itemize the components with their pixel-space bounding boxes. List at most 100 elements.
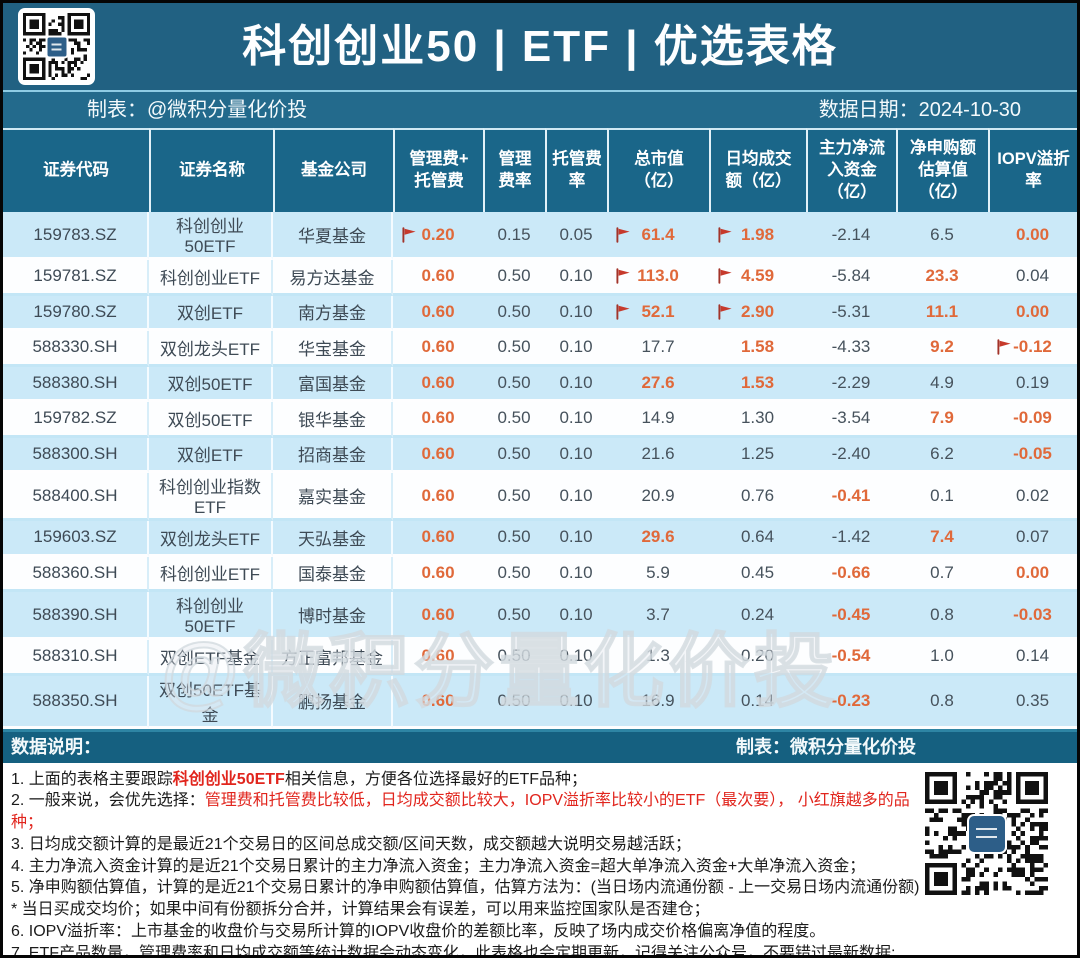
table-row: 588330.SH 双创龙头ETF 华宝基金 0.60 0.50 0.10 17.7 1.58… — [3, 331, 1077, 367]
main-net-inflow: -1.42 — [806, 521, 896, 557]
custody-fee: 0.05 — [545, 212, 607, 260]
security-code: 588390.SH — [3, 592, 149, 640]
market-cap: 21.6 — [607, 437, 709, 473]
column-header: 证券代码 — [3, 128, 149, 212]
custody-fee: 0.10 — [545, 521, 607, 557]
fund-company: 天弘基金 — [273, 521, 393, 557]
fund-company: 富国基金 — [273, 366, 393, 402]
custody-fee: 0.10 — [545, 556, 607, 592]
data-date: 数据日期：2024-10-30 — [818, 99, 1021, 121]
iopv-premium: 0.00 — [988, 556, 1077, 592]
main-net-inflow: -2.14 — [806, 212, 896, 260]
security-name: 双创50ETF — [149, 402, 273, 438]
fee-sum: 0.60 — [393, 640, 483, 676]
avg-turnover: 1.30 — [709, 402, 806, 438]
security-name: 双创龙头ETF — [149, 521, 273, 557]
fee-sum: 0.60 — [393, 556, 483, 592]
column-header: 总市值 （亿） — [607, 128, 709, 212]
fund-company: 南方基金 — [273, 295, 393, 331]
fund-company: 招商基金 — [273, 437, 393, 473]
security-name: 双创50ETF基金 — [149, 675, 273, 729]
security-name: 双创50ETF — [149, 366, 273, 402]
security-code: 588300.SH — [3, 437, 149, 473]
net-subscription: 1.0 — [896, 640, 988, 676]
security-code: 159781.SZ — [3, 260, 149, 296]
table-row: 159783.SZ 科创创业50ETF 华夏基金 0.20 0.15 0.05 61.4 1.… — [3, 212, 1077, 260]
avg-turnover: 0.76 — [709, 473, 806, 521]
iopv-premium: 0.00 — [988, 212, 1077, 260]
iopv-premium: 0.07 — [988, 521, 1077, 557]
column-header: 管理 费率 — [483, 128, 545, 212]
column-header: 主力净流 入资金 （亿） — [806, 128, 896, 212]
security-name: 双创ETF — [149, 295, 273, 331]
security-code: 588350.SH — [3, 675, 149, 729]
note-item: 2. 一般来说，会优先选择：管理费和托管费比较低，日均成交额比较大，IOPV溢折… — [11, 792, 910, 832]
iopv-premium: 0.35 — [988, 675, 1077, 729]
iopv-premium: -0.12 — [988, 331, 1077, 367]
note-item: 4. 主力净流入资金计算的是近21个交易日累计的主力净流入资金；主力净流入资金=… — [11, 857, 866, 875]
security-code: 588380.SH — [3, 366, 149, 402]
security-name: 科创创业50ETF — [149, 212, 273, 260]
net-subscription: 7.9 — [896, 402, 988, 438]
note-item: 6. IOPV溢折率：上市基金的收盘价与交易所计算的IOPV收盘价的差额比率，反… — [11, 923, 826, 941]
security-code: 159603.SZ — [3, 521, 149, 557]
column-header: 管理费+ 托管费 — [393, 128, 483, 212]
main-net-inflow: -5.31 — [806, 295, 896, 331]
net-subscription: 6.5 — [896, 212, 988, 260]
table-row: 588400.SH 科创创业指数ETF 嘉实基金 0.60 0.50 0.10 20.9 0.… — [3, 473, 1077, 521]
mgmt-fee: 0.50 — [483, 366, 545, 402]
fee-sum: 0.60 — [393, 366, 483, 402]
table-row: 588350.SH 双创50ETF基金 鹏扬基金 0.60 0.50 0.10 16.9 0.… — [3, 675, 1077, 729]
security-code: 159782.SZ — [3, 402, 149, 438]
net-subscription: 0.7 — [896, 556, 988, 592]
security-code: 588310.SH — [3, 640, 149, 676]
market-cap: 5.9 — [607, 556, 709, 592]
main-net-inflow: -0.66 — [806, 556, 896, 592]
custody-fee: 0.10 — [545, 295, 607, 331]
notes-header-bar: 数据说明： 制表：微积分量化价投 — [3, 728, 1077, 763]
iopv-premium: -0.05 — [988, 437, 1077, 473]
market-cap: 3.7 — [607, 592, 709, 640]
fund-company: 银华基金 — [273, 402, 393, 438]
fund-company: 嘉实基金 — [273, 473, 393, 521]
wechat-account-logo — [45, 35, 68, 58]
custody-fee: 0.10 — [545, 437, 607, 473]
avg-turnover: 0.20 — [709, 640, 806, 676]
qr-pattern — [23, 13, 90, 80]
column-header: 净申购额 估算值 （亿） — [896, 128, 988, 212]
title-band: 科创创业50 | ETF | 优选表格 — [3, 3, 1077, 92]
avg-turnover: 1.53 — [709, 366, 806, 402]
table-row: 588310.SH 双创ETF基金 方正富邦基金 0.60 0.50 0.10 1.3 0.2… — [3, 640, 1077, 676]
mgmt-fee: 0.50 — [483, 295, 545, 331]
table-row: 588360.SH 科创创业ETF 国泰基金 0.60 0.50 0.10 5.9 0.45-… — [3, 556, 1077, 592]
main-net-inflow: -2.29 — [806, 366, 896, 402]
mgmt-fee: 0.50 — [483, 640, 545, 676]
note-item: 7. ETF产品数量，管理费率和日均成交额等统计数据会动态变化，此表格也会定期更… — [11, 944, 896, 958]
avg-turnover: 0.14 — [709, 675, 806, 729]
security-name: 科创创业ETF — [149, 260, 273, 296]
net-subscription: 11.1 — [896, 295, 988, 331]
market-cap: 29.6 — [607, 521, 709, 557]
fee-sum: 0.60 — [393, 437, 483, 473]
avg-turnover: 2.90 — [709, 295, 806, 331]
table-row: 159782.SZ 双创50ETF 银华基金 0.60 0.50 0.10 14.9 1.30… — [3, 402, 1077, 438]
red-flag-icon — [716, 226, 734, 244]
iopv-premium: 0.02 — [988, 473, 1077, 521]
market-cap: 14.9 — [607, 402, 709, 438]
avg-turnover: 1.98 — [709, 212, 806, 260]
market-cap: 61.4 — [607, 212, 709, 260]
iopv-premium: 0.19 — [988, 366, 1077, 402]
qr-code-icon — [18, 8, 95, 85]
column-header: 证券名称 — [149, 128, 273, 212]
main-net-inflow: -4.33 — [806, 331, 896, 367]
avg-turnover: 0.45 — [709, 556, 806, 592]
mgmt-fee: 0.50 — [483, 437, 545, 473]
fund-company: 方正富邦基金 — [273, 640, 393, 676]
wechat-account-logo — [966, 813, 1007, 854]
note-item: * 当日买成交均价；如果中间有份额拆分合并，计算结果会有误差，可以用来监控国家队… — [11, 901, 710, 919]
fee-sum: 0.60 — [393, 521, 483, 557]
mgmt-fee: 0.50 — [483, 402, 545, 438]
security-name: 双创ETF基金 — [149, 640, 273, 676]
net-subscription: 0.1 — [896, 473, 988, 521]
